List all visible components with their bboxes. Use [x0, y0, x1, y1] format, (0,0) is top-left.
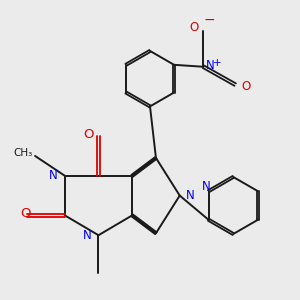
- Text: −: −: [204, 13, 215, 27]
- Text: N: N: [202, 180, 211, 193]
- Text: N: N: [186, 189, 194, 202]
- Text: O: O: [190, 21, 199, 34]
- Text: +: +: [213, 58, 222, 68]
- Text: O: O: [20, 207, 30, 220]
- Text: O: O: [83, 128, 94, 141]
- Text: O: O: [241, 80, 250, 93]
- Text: N: N: [206, 59, 214, 73]
- Text: N: N: [82, 229, 91, 242]
- Text: CH₃: CH₃: [14, 148, 33, 158]
- Text: N: N: [49, 169, 58, 182]
